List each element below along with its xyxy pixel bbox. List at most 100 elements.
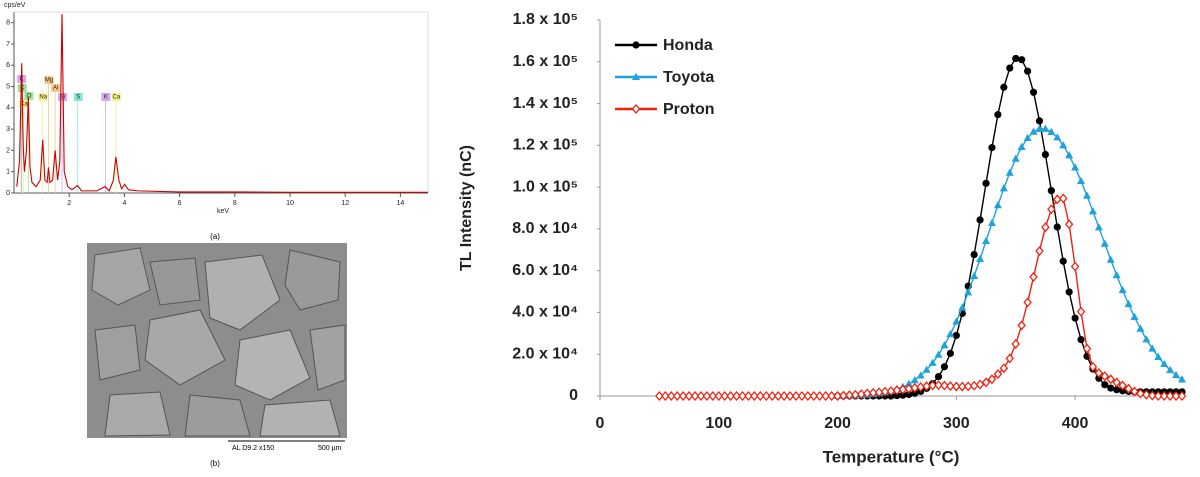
peak-label: Na xyxy=(39,95,47,101)
marker xyxy=(1100,371,1110,382)
y-tick-label: 6 xyxy=(6,62,10,69)
marker xyxy=(958,303,967,311)
x-tick-label: 4 xyxy=(122,200,126,207)
marker xyxy=(993,201,1002,209)
marker xyxy=(1106,255,1115,263)
marker xyxy=(785,390,795,402)
peak-label-box xyxy=(19,100,29,108)
marker xyxy=(928,358,937,366)
marker xyxy=(1100,239,1109,247)
marker xyxy=(655,390,664,402)
peak-label-box xyxy=(111,93,121,101)
marker xyxy=(893,391,901,400)
marker xyxy=(1064,219,1074,230)
marker xyxy=(946,349,954,357)
marker xyxy=(1041,222,1050,233)
peak-label: S xyxy=(76,95,80,101)
x-tick-label: 100 xyxy=(705,415,732,432)
marker xyxy=(1112,271,1121,279)
peak-label-box xyxy=(38,93,48,101)
marker xyxy=(1077,176,1086,185)
x-axis-title: keV xyxy=(217,208,229,215)
marker xyxy=(1029,127,1038,135)
marker xyxy=(1088,207,1097,215)
marker xyxy=(702,390,712,402)
marker xyxy=(970,271,979,280)
marker xyxy=(994,111,1002,119)
marker xyxy=(1035,117,1044,125)
y-tick-label: 6.0 x 10⁴ xyxy=(512,262,578,279)
sem-particle xyxy=(204,254,281,331)
marker xyxy=(851,389,860,400)
marker xyxy=(678,390,688,402)
x-axis-title: Temperature (°C) xyxy=(823,447,960,466)
marker xyxy=(904,379,913,387)
marker xyxy=(1041,124,1050,132)
marker xyxy=(690,390,700,402)
marker xyxy=(1023,297,1032,308)
marker xyxy=(1082,191,1091,199)
y-tick-label: 1.8 x 10⁵ xyxy=(513,11,578,28)
marker xyxy=(916,371,925,379)
marker xyxy=(791,390,801,402)
sem-particle xyxy=(91,247,151,306)
marker xyxy=(946,381,955,392)
marker xyxy=(993,369,1003,380)
peak-label-box xyxy=(51,84,61,92)
marker xyxy=(1178,375,1186,383)
marker xyxy=(1000,83,1008,91)
marker xyxy=(803,390,813,402)
marker xyxy=(833,390,842,402)
marker xyxy=(1041,150,1050,159)
y-tick-label: 0 xyxy=(569,387,578,404)
y-tick-label: 4 xyxy=(6,105,10,112)
marker xyxy=(952,381,961,392)
marker xyxy=(874,387,884,398)
y-tick-label: 1.0 x 10⁵ xyxy=(513,178,578,195)
marker xyxy=(1059,141,1068,149)
marker xyxy=(928,380,937,391)
marker xyxy=(911,389,919,397)
series-line xyxy=(16,14,428,193)
marker xyxy=(1166,365,1175,374)
marker xyxy=(672,390,682,402)
marker xyxy=(964,288,973,296)
legend-marker xyxy=(632,41,640,49)
marker xyxy=(1047,204,1056,215)
marker xyxy=(1118,285,1127,294)
marker xyxy=(934,372,943,381)
marker xyxy=(1148,344,1157,352)
y-tick-label: 4.0 x 10⁴ xyxy=(512,304,578,321)
marker xyxy=(1035,246,1044,257)
sem-particle xyxy=(94,324,141,381)
y-tick-label: 3 xyxy=(6,126,10,133)
marker xyxy=(738,390,747,402)
marker xyxy=(934,350,943,358)
x-tick-label: 0 xyxy=(596,415,605,432)
marker xyxy=(982,236,991,245)
peak-label-box xyxy=(44,76,54,84)
marker xyxy=(982,179,990,187)
marker xyxy=(1005,168,1014,176)
marker xyxy=(1053,223,1061,231)
marker xyxy=(732,390,741,402)
marker xyxy=(839,390,848,401)
marker xyxy=(1071,163,1080,171)
y-axis-title: cps/eV xyxy=(4,2,26,9)
marker xyxy=(899,391,907,399)
marker xyxy=(1094,223,1103,231)
peak-label: Al xyxy=(53,86,58,92)
marker xyxy=(744,390,753,402)
marker xyxy=(905,390,913,399)
sem-image: AL D9.2 x150 500 µm (b) xyxy=(87,243,347,468)
marker xyxy=(773,390,783,402)
marker xyxy=(934,380,943,391)
marker xyxy=(975,379,985,390)
chart: 0 2.0 x 10⁴ 4.0 x 10⁴ 6.0 x 10⁴ 8.0 x 10⁴ 1.0… xyxy=(458,11,1187,466)
marker xyxy=(922,381,931,392)
legend-label: Toyota xyxy=(663,69,714,86)
marker xyxy=(940,380,949,391)
marker xyxy=(1065,288,1073,296)
